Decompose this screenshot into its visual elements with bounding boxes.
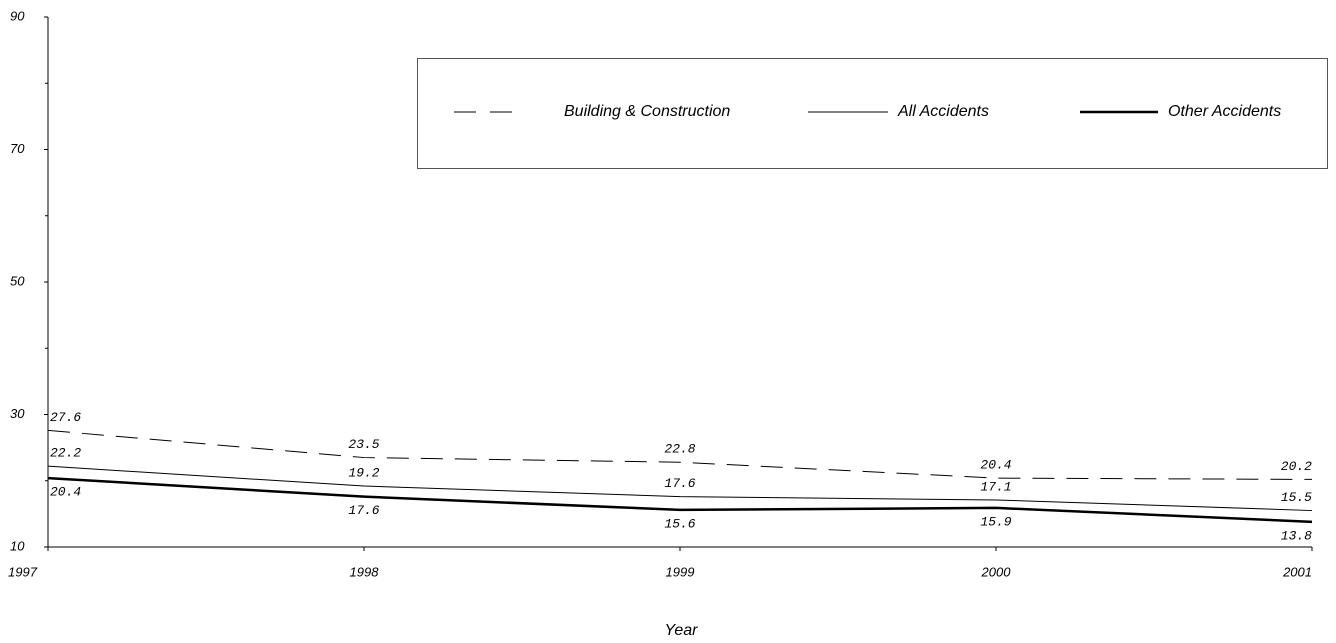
- data-label: 13.8: [1281, 528, 1312, 543]
- data-label: 20.4: [50, 485, 81, 500]
- data-label: 17.6: [348, 503, 379, 518]
- data-label: 17.6: [664, 476, 695, 491]
- data-label: 20.2: [1281, 459, 1312, 474]
- data-label: 15.6: [664, 516, 695, 531]
- series-line: [47, 476, 1313, 524]
- data-label: 19.2: [348, 465, 379, 480]
- data-label: 22.2: [50, 446, 81, 461]
- x-tick-label: 2000: [981, 564, 1012, 579]
- data-label: 27.6: [50, 410, 81, 425]
- legend-box: [417, 58, 1328, 169]
- legend-label: All Accidents: [897, 103, 989, 120]
- data-label: 15.5: [1281, 490, 1312, 505]
- data-label: 17.1: [980, 479, 1011, 494]
- y-tick-label: 90: [10, 8, 25, 23]
- x-tick-label: 1999: [666, 564, 695, 579]
- data-label: 15.9: [980, 514, 1011, 529]
- y-tick-label: 30: [10, 406, 25, 421]
- data-label: 23.5: [348, 437, 379, 452]
- x-axis-label: Year: [665, 622, 699, 639]
- series-line: [47, 465, 1313, 512]
- legend-label: Building & Construction: [564, 103, 730, 120]
- x-tick-label: 1997: [8, 564, 38, 579]
- y-tick-label: 10: [10, 538, 25, 553]
- y-tick-label: 70: [10, 141, 25, 156]
- y-tick-label: 50: [10, 273, 25, 288]
- legend-label: Other Accidents: [1168, 103, 1281, 120]
- series-line: [47, 429, 1313, 480]
- x-tick-label: 1998: [350, 564, 380, 579]
- data-label: 22.8: [664, 442, 695, 457]
- x-tick-label: 2001: [1282, 564, 1312, 579]
- data-label: 20.4: [980, 458, 1011, 473]
